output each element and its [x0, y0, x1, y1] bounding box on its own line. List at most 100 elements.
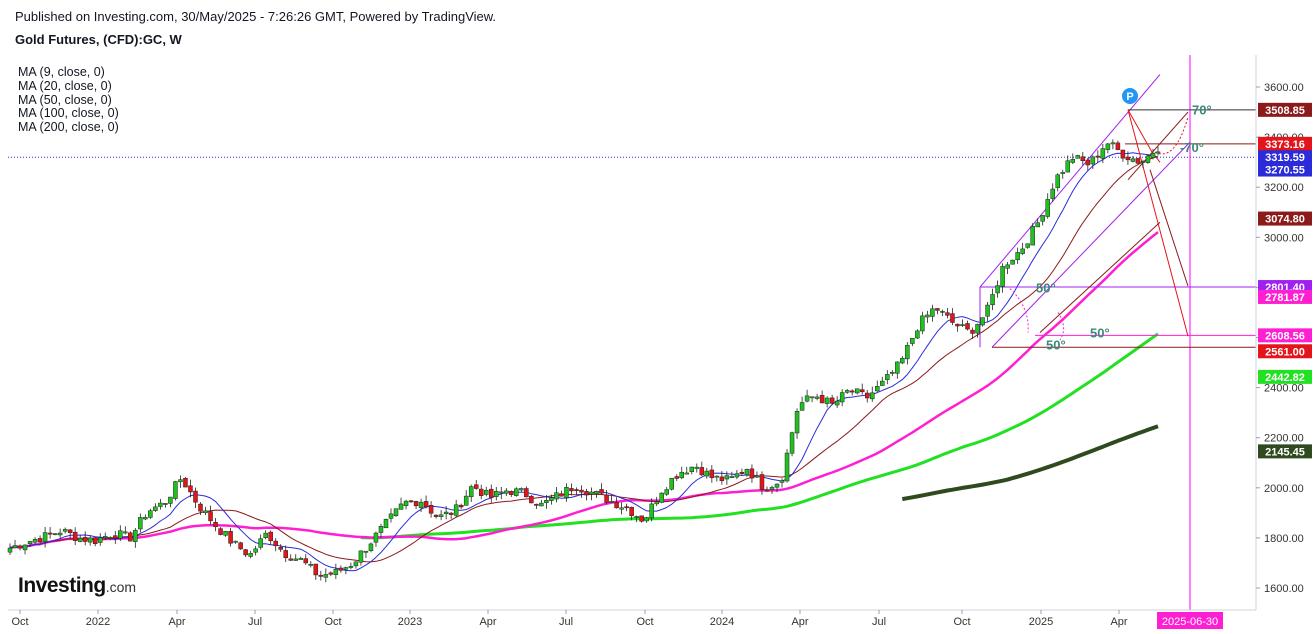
candle-down — [629, 506, 634, 521]
indicator-ma200[interactable]: MA (200, close, 0) — [18, 120, 119, 135]
price-label-text: 2781.87 — [1265, 292, 1305, 304]
candle-body — [654, 501, 659, 505]
candle-down — [950, 308, 955, 326]
candle-up — [1000, 263, 1005, 293]
candle-body — [574, 489, 579, 491]
candle-body — [92, 537, 98, 545]
candle-up — [724, 471, 730, 485]
candle-body — [990, 294, 995, 306]
candle-up — [12, 539, 18, 549]
candle-up — [714, 475, 720, 482]
candle-body — [734, 473, 740, 478]
candle-up — [789, 431, 795, 457]
candle-down — [509, 490, 514, 497]
candle-up — [905, 342, 910, 365]
candle-body — [47, 532, 53, 535]
candle-body — [849, 390, 855, 393]
candle-body — [769, 487, 775, 490]
candle-up — [87, 535, 93, 546]
candle-up — [900, 356, 905, 365]
price-label-text: 3074.80 — [1265, 214, 1305, 226]
candle-up — [1055, 173, 1060, 192]
candle-up — [293, 554, 298, 561]
price-label-box — [1258, 102, 1312, 117]
angle-arc-70 — [1154, 116, 1189, 155]
candle-body — [283, 550, 288, 558]
candle-up — [834, 396, 840, 409]
candle-body — [804, 395, 810, 402]
candle-up — [168, 496, 173, 508]
candle-body — [138, 517, 143, 530]
candle-body — [443, 511, 449, 515]
candle-body — [363, 550, 369, 553]
candle-body — [273, 540, 278, 547]
price-label-text: 2442.82 — [1265, 372, 1305, 384]
price-label-text: 3508.85 — [1265, 105, 1305, 117]
indicator-ma20[interactable]: MA (20, close, 0) — [18, 78, 112, 93]
candle-body — [739, 471, 745, 474]
candle-body — [494, 490, 499, 497]
candle-up — [52, 533, 58, 536]
price-label: 3508.85 — [1258, 102, 1312, 117]
candle-up — [123, 526, 128, 535]
candle-up — [494, 486, 499, 501]
price-label-box — [1258, 369, 1312, 384]
candle-up — [960, 319, 965, 328]
candle-down — [47, 527, 53, 539]
candle-up — [1070, 153, 1076, 165]
candle-body — [744, 469, 750, 476]
candle-body — [674, 476, 679, 479]
candle-up — [343, 566, 349, 575]
candle-body — [338, 567, 344, 571]
candle-body — [448, 512, 454, 515]
x-tick-label: Jul — [872, 616, 886, 628]
candle-body — [108, 537, 113, 539]
candle-down — [1080, 151, 1086, 166]
candle-down — [238, 541, 243, 550]
candle-body — [819, 395, 825, 404]
indicator-ma100[interactable]: MA (100, close, 0) — [18, 106, 119, 121]
candle-up — [27, 541, 33, 548]
candle-up — [393, 508, 399, 517]
candle-up — [664, 487, 669, 496]
candle-down — [273, 538, 278, 552]
x-tick-label: Jul — [559, 616, 573, 628]
candle-body — [970, 329, 975, 334]
ma50-line — [9, 231, 1159, 550]
candle-up — [824, 396, 830, 408]
candle-body — [393, 508, 399, 516]
candle-down — [1135, 157, 1141, 164]
candle-up — [649, 498, 654, 522]
candle-up — [940, 309, 945, 317]
candle-down — [413, 500, 419, 509]
candle-body — [624, 506, 629, 509]
candle-up — [348, 562, 354, 570]
candle-up — [443, 506, 449, 520]
candle-up — [654, 496, 659, 507]
indicator-ma50[interactable]: MA (50, close, 0) — [18, 92, 112, 107]
fan-line-up — [1127, 111, 1189, 181]
candle-up — [814, 394, 820, 401]
pivot-marker[interactable] — [1122, 88, 1138, 104]
candle-body — [809, 396, 815, 399]
x-tick-label: 2025 — [1029, 616, 1053, 628]
candle-body — [268, 531, 273, 542]
candle-body — [348, 566, 354, 568]
indicator-ma9[interactable]: MA (9, close, 0) — [18, 65, 105, 79]
angle-annotation: 50° — [1036, 280, 1056, 295]
candle-body — [353, 561, 359, 567]
candle-up — [153, 503, 158, 512]
candle-up — [609, 495, 614, 503]
candle-body — [684, 472, 690, 475]
y-tick-label: 3000.00 — [1264, 232, 1304, 244]
x-tick-label: 2024 — [710, 616, 734, 628]
candle-down — [579, 485, 584, 498]
candle-body — [438, 514, 444, 517]
candle-body — [885, 374, 890, 380]
candle-body — [468, 486, 474, 498]
candle-up — [990, 288, 995, 311]
candle-body — [153, 506, 158, 511]
candle-up — [158, 498, 163, 510]
candle-up — [483, 486, 489, 497]
